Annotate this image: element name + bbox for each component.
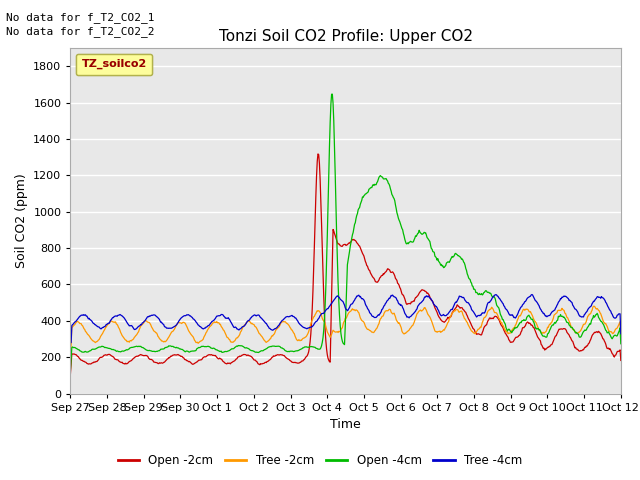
Text: No data for f_T2_CO2_1: No data for f_T2_CO2_1 — [6, 12, 155, 23]
Tree -2cm — [67, 354, 74, 360]
Tree -4cm — [280, 316, 288, 322]
Tree -2cm — [617, 336, 625, 342]
Legend: TZ_soilco2: TZ_soilco2 — [76, 54, 152, 75]
Open -4cm — [328, 91, 336, 97]
Tree -2cm — [131, 334, 139, 339]
Tree -2cm — [433, 329, 441, 335]
Legend: Open -2cm, Tree -2cm, Open -4cm, Tree -4cm: Open -2cm, Tree -2cm, Open -4cm, Tree -4… — [113, 449, 527, 472]
Tree -4cm — [433, 305, 441, 311]
Title: Tonzi Soil CO2 Profile: Upper CO2: Tonzi Soil CO2 Profile: Upper CO2 — [219, 29, 472, 44]
Y-axis label: Soil CO2 (ppm): Soil CO2 (ppm) — [15, 173, 28, 268]
Line: Open -4cm: Open -4cm — [70, 94, 621, 371]
Tree -2cm — [591, 303, 598, 309]
Text: No data for f_T2_CO2_2: No data for f_T2_CO2_2 — [6, 26, 155, 37]
Open -2cm — [314, 151, 322, 157]
Open -2cm — [434, 312, 442, 317]
Line: Tree -4cm: Tree -4cm — [70, 295, 621, 343]
Tree -4cm — [403, 312, 410, 318]
Tree -4cm — [232, 325, 240, 331]
Open -4cm — [280, 347, 288, 352]
Open -4cm — [434, 256, 442, 262]
X-axis label: Time: Time — [330, 418, 361, 431]
Tree -4cm — [260, 318, 268, 324]
Open -2cm — [403, 301, 411, 307]
Line: Open -2cm: Open -2cm — [70, 154, 621, 374]
Tree -2cm — [232, 336, 240, 341]
Open -4cm — [131, 344, 139, 349]
Tree -2cm — [403, 330, 410, 336]
Open -4cm — [67, 368, 74, 373]
Open -4cm — [232, 344, 240, 349]
Tree -2cm — [260, 336, 268, 342]
Open -2cm — [67, 371, 74, 377]
Tree -4cm — [131, 326, 139, 332]
Tree -4cm — [67, 340, 74, 346]
Open -2cm — [280, 353, 288, 359]
Open -4cm — [617, 341, 625, 347]
Open -4cm — [403, 241, 411, 247]
Tree -2cm — [280, 319, 288, 325]
Tree -4cm — [617, 331, 625, 336]
Open -2cm — [131, 354, 139, 360]
Open -2cm — [617, 358, 625, 363]
Tree -4cm — [528, 292, 536, 298]
Open -2cm — [232, 356, 240, 362]
Line: Tree -2cm: Tree -2cm — [70, 306, 621, 357]
Open -2cm — [260, 360, 268, 366]
Open -4cm — [260, 348, 268, 353]
